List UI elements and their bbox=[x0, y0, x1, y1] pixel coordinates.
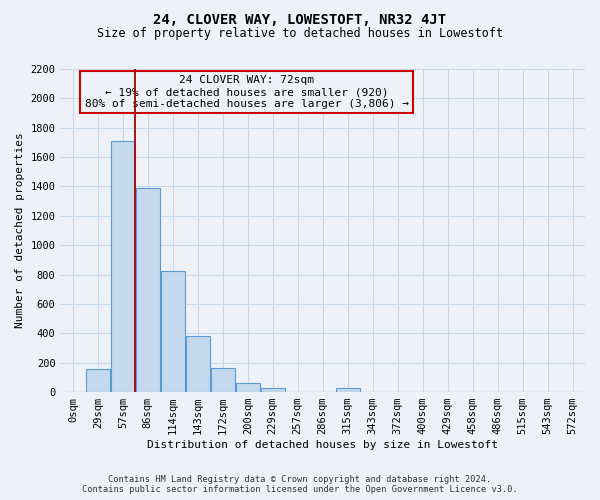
Bar bbox=[236, 382, 260, 392]
Bar bbox=[136, 188, 160, 392]
Bar bbox=[161, 271, 185, 392]
Text: 24, CLOVER WAY, LOWESTOFT, NR32 4JT: 24, CLOVER WAY, LOWESTOFT, NR32 4JT bbox=[154, 12, 446, 26]
Bar bbox=[111, 141, 135, 392]
Text: Size of property relative to detached houses in Lowestoft: Size of property relative to detached ho… bbox=[97, 28, 503, 40]
Bar bbox=[336, 388, 359, 392]
Y-axis label: Number of detached properties: Number of detached properties bbox=[15, 132, 25, 328]
X-axis label: Distribution of detached houses by size in Lowestoft: Distribution of detached houses by size … bbox=[147, 440, 498, 450]
Bar bbox=[86, 370, 110, 392]
Text: Contains public sector information licensed under the Open Government Licence v3: Contains public sector information licen… bbox=[82, 485, 518, 494]
Text: Contains HM Land Registry data © Crown copyright and database right 2024.: Contains HM Land Registry data © Crown c… bbox=[109, 475, 491, 484]
Bar bbox=[186, 336, 209, 392]
Text: 24 CLOVER WAY: 72sqm
← 19% of detached houses are smaller (920)
80% of semi-deta: 24 CLOVER WAY: 72sqm ← 19% of detached h… bbox=[85, 76, 409, 108]
Bar bbox=[261, 388, 284, 392]
Bar bbox=[211, 368, 235, 392]
